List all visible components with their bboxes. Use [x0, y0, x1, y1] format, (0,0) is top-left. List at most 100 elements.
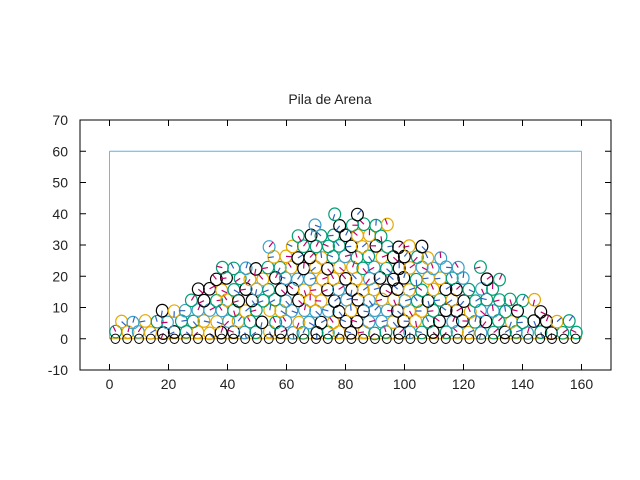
sand-grain — [197, 314, 211, 328]
grain-orientation-line — [392, 256, 399, 262]
grain-orientation-line — [480, 310, 486, 316]
grain-orientation-line — [434, 317, 440, 322]
grain-orientation-line — [409, 263, 416, 269]
sand-grain — [439, 325, 453, 340]
sand-grain — [309, 304, 323, 318]
y-tick-label: 20 — [52, 268, 68, 284]
grain-orientation-line — [257, 300, 264, 304]
sand-grain — [362, 293, 376, 308]
grain-orientation-line — [216, 321, 223, 325]
axis-ticks: 0 20 40 60 80 100 120 140 160 -10 0 10 20 30 40 50 60 70 — [48, 112, 611, 392]
grain-orientation-line — [285, 300, 291, 306]
grain-orientation-line — [341, 273, 347, 280]
grain-orientation-line — [467, 306, 471, 313]
sand-grain — [367, 260, 381, 275]
grain-orientation-line — [332, 214, 336, 221]
grain-orientation-line — [262, 289, 269, 293]
sand-grain — [322, 239, 336, 254]
grain-orientation-line — [190, 294, 196, 301]
grain-orientation-line — [121, 321, 127, 327]
grain-orientation-line — [354, 251, 358, 258]
grain-orientation-line — [216, 265, 223, 269]
sand-grains — [109, 207, 583, 344]
sand-grain — [479, 314, 493, 329]
x-tick-label: 60 — [279, 376, 295, 392]
grain-orientation-line — [272, 316, 277, 323]
sand-grain — [314, 229, 328, 243]
grain-orientation-line — [493, 328, 499, 334]
grain-orientation-line — [351, 274, 357, 280]
grain-orientation-line — [456, 307, 463, 312]
grain-orientation-line — [239, 288, 246, 291]
y-tick-label: 0 — [60, 331, 68, 347]
floor-grain — [193, 333, 203, 344]
sand-grain — [269, 315, 283, 330]
grain-orientation-line — [454, 262, 459, 268]
grain-orientation-line — [351, 319, 358, 323]
grain-orientation-line — [491, 304, 494, 312]
grain-orientation-line — [310, 266, 317, 272]
sand-grain — [143, 326, 157, 340]
grain-orientation-line — [361, 242, 368, 248]
grain-orientation-line — [327, 268, 333, 274]
grain-orientation-line — [570, 329, 577, 334]
grain-orientation-line — [340, 318, 347, 323]
sand-grain — [486, 304, 500, 318]
sand-grain — [344, 325, 358, 340]
grain-orientation-line — [540, 331, 544, 339]
grain-orientation-line — [209, 306, 216, 311]
grain-orientation-line — [250, 309, 257, 313]
sand-grain — [273, 260, 287, 275]
floor-grain — [252, 333, 262, 344]
grain-orientation-line — [508, 321, 512, 328]
sand-grain — [355, 240, 369, 254]
grain-orientation-line — [373, 287, 380, 291]
grain-orientation-line — [291, 310, 298, 314]
grain-orientation-line — [412, 256, 418, 263]
grain-orientation-line — [421, 266, 428, 271]
grain-orientation-line — [309, 252, 315, 258]
grain-orientation-line — [280, 310, 287, 315]
grain-orientation-line — [399, 328, 405, 334]
grain-orientation-line — [338, 285, 345, 290]
grain-orientation-line — [112, 325, 117, 332]
sand-grain — [393, 325, 407, 340]
y-tick-label: 60 — [52, 143, 68, 159]
sand-grain — [339, 272, 353, 286]
grain-orientation-line — [392, 321, 398, 328]
grain-orientation-line — [363, 310, 370, 313]
grain-orientation-line — [421, 246, 427, 252]
grain-orientation-line — [368, 319, 375, 323]
grain-orientation-line — [322, 308, 329, 312]
grain-orientation-line — [181, 319, 188, 322]
grain-orientation-line — [526, 326, 530, 334]
grain-orientation-line — [250, 331, 257, 337]
floor-grain — [346, 333, 357, 344]
sand-grain — [268, 292, 282, 307]
grain-orientation-line — [540, 311, 547, 315]
grain-orientation-line — [258, 274, 264, 280]
grain-orientation-line — [237, 315, 243, 322]
y-tick-label: 40 — [52, 206, 68, 222]
sand-grain — [473, 260, 487, 274]
grain-orientation-line — [434, 277, 441, 280]
grain-orientation-line — [409, 287, 416, 291]
grain-orientation-line — [197, 288, 204, 294]
grain-orientation-line — [339, 266, 345, 272]
grain-orientation-line — [286, 243, 293, 247]
floor-grain — [334, 333, 345, 344]
x-tick-label: 160 — [570, 376, 594, 392]
grain-orientation-line — [269, 303, 272, 311]
grain-orientation-line — [365, 278, 370, 285]
grain-orientation-line — [385, 289, 392, 294]
sand-grain — [227, 261, 241, 276]
sand-grain — [463, 305, 477, 319]
grain-orientation-line — [168, 331, 175, 336]
sand-grain — [362, 249, 376, 264]
grain-orientation-line — [352, 230, 358, 236]
grain-orientation-line — [297, 274, 302, 280]
grain-orientation-line — [532, 299, 536, 306]
grain-orientation-line — [446, 299, 453, 304]
grain-orientation-line — [481, 321, 487, 327]
grain-orientation-line — [233, 289, 240, 294]
